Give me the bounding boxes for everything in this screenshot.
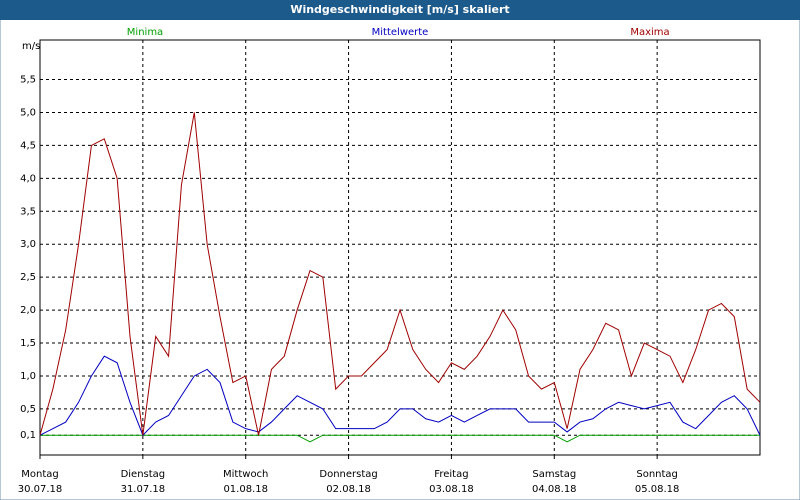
y-tick-label: 1,5 [20,338,36,349]
legend-entry: Minima [127,27,163,38]
y-tick-label: 3,5 [20,206,36,217]
x-tick-date: 05.08.18 [635,484,680,495]
y-tick-label: 5,5 [20,75,36,86]
x-tick-label: Sonntag [636,469,678,480]
x-tick-label: Dienstag [121,469,166,480]
series-line [39,355,761,437]
title-bar [0,0,800,20]
x-tick-date: 04.08.18 [532,484,577,495]
legend-entry: Mittelwerte [372,27,429,38]
series-line [39,112,761,436]
x-tick-date: 02.08.18 [326,484,371,495]
y-tick-label: 4,0 [20,173,36,184]
y-tick-label: 0,1 [20,430,36,441]
x-tick-date: 03.08.18 [429,484,474,495]
series-line [40,434,760,443]
y-tick-label: 5,0 [20,107,36,118]
x-tick-date: 31.07.18 [121,484,166,495]
y-tick-label: 0,5 [20,404,36,415]
x-tick-date: 01.08.18 [223,484,268,495]
y-tick-label: 2,5 [20,272,36,283]
y-tick-label: 4,5 [20,140,36,151]
plot-frame [39,39,761,456]
y-axis-label: m/s [22,41,40,52]
x-tick-label: Donnerstag [319,469,377,480]
y-tick-label: 1,0 [20,371,36,382]
x-tick-label: Freitag [434,469,468,480]
x-tick-label: Montag [21,469,58,480]
x-tick-label: Samstag [532,469,576,480]
x-tick-date: 30.07.18 [18,484,63,495]
y-tick-label: 3,0 [20,239,36,250]
y-tick-label: 2,0 [20,305,36,316]
legend-entry: Maxima [630,27,669,38]
x-tick-label: Mittwoch [223,469,268,480]
chart-title: Windgeschwindigkeit [m/s] skaliert [290,3,509,16]
